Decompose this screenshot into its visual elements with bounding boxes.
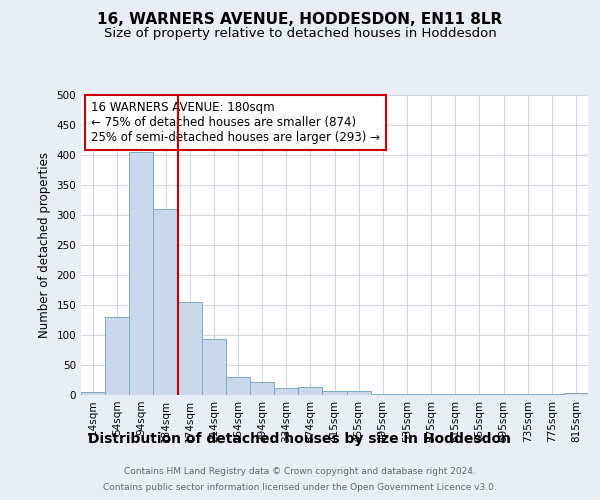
Bar (178, 302, 202, 395)
Bar (322, 392, 347, 395)
Bar (371, 394, 395, 395)
Bar (298, 387, 322, 395)
Text: Size of property relative to detached houses in Hoddesdon: Size of property relative to detached ho… (104, 28, 496, 40)
Bar (274, 388, 298, 395)
Text: 16 WARNERS AVENUE: 180sqm
← 75% of detached houses are smaller (874)
25% of semi: 16 WARNERS AVENUE: 180sqm ← 75% of detac… (91, 101, 380, 144)
Text: Contains HM Land Registry data © Crown copyright and database right 2024.: Contains HM Land Registry data © Crown c… (124, 468, 476, 476)
Bar (419, 394, 443, 395)
Text: 16, WARNERS AVENUE, HODDESDON, EN11 8LR: 16, WARNERS AVENUE, HODDESDON, EN11 8LR (97, 12, 503, 28)
Bar (202, 339, 226, 395)
Bar (491, 394, 515, 395)
Bar (105, 317, 129, 395)
Bar (347, 391, 371, 395)
Bar (467, 394, 491, 395)
Bar (129, 152, 154, 395)
Bar (226, 377, 250, 395)
Bar (395, 394, 419, 395)
Bar (154, 209, 178, 395)
Bar (564, 393, 588, 395)
Bar (443, 394, 467, 395)
Bar (515, 394, 540, 395)
Bar (250, 382, 274, 395)
Y-axis label: Number of detached properties: Number of detached properties (38, 152, 51, 338)
Text: Distribution of detached houses by size in Hoddesdon: Distribution of detached houses by size … (89, 432, 511, 446)
Bar (540, 394, 564, 395)
Text: Contains public sector information licensed under the Open Government Licence v3: Contains public sector information licen… (103, 482, 497, 492)
Bar (81, 392, 105, 395)
